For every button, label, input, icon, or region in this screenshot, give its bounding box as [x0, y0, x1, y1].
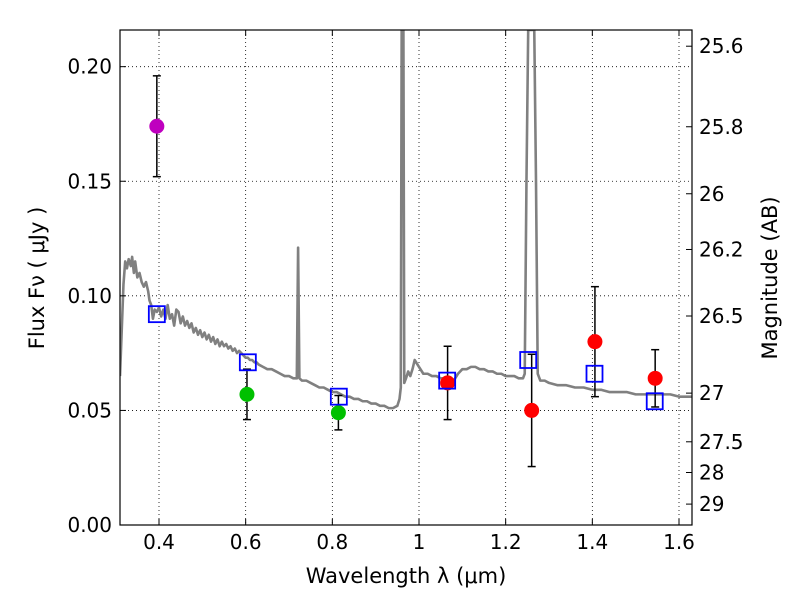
mag-tick-label: 28 — [699, 461, 724, 485]
mag-tick-label: 27 — [699, 381, 724, 405]
axis-ticks — [120, 30, 692, 526]
model-point — [438, 371, 457, 390]
y-tick-label: 0.00 — [67, 513, 112, 537]
plot-frame — [119, 29, 693, 526]
mag-tick-label: 27.5 — [699, 430, 744, 454]
observed-point — [330, 405, 346, 421]
mag-tick-label: 29 — [699, 492, 724, 516]
y-tick-label: 0.05 — [67, 398, 112, 422]
mag-tick-label: 25.8 — [699, 115, 744, 139]
y-tick-label: 0.15 — [67, 169, 112, 193]
model-point — [238, 353, 257, 372]
y-axis-title: Flux Fν ( μJy ) — [25, 207, 49, 350]
mag-tick-label: 25.6 — [699, 34, 744, 58]
spectrum-line — [120, 30, 692, 410]
x-tick-label: 1.6 — [663, 530, 695, 554]
model-point — [329, 387, 348, 406]
x-tick-label: 1.4 — [576, 530, 608, 554]
x-tick-label: 1 — [413, 530, 426, 554]
x-tick-label: 0.8 — [316, 530, 348, 554]
model-spectrum — [120, 30, 692, 410]
observed-point — [239, 386, 255, 402]
mag-tick-label: 26.5 — [699, 304, 744, 328]
model-point — [645, 392, 664, 411]
y-tick-label: 0.10 — [67, 284, 112, 308]
x-tick-label: 1.2 — [490, 530, 522, 554]
y2-axis-title: Magnitude (AB) — [758, 196, 782, 359]
observed-point — [440, 375, 456, 391]
mag-tick-label: 26 — [699, 182, 724, 206]
model-point — [519, 351, 538, 369]
observed-point — [524, 402, 540, 418]
model-point — [585, 364, 604, 383]
mag-tick-label: 26.2 — [699, 237, 744, 261]
model-point — [147, 305, 166, 324]
x-tick-label: 0.4 — [143, 530, 175, 554]
observed-point — [587, 334, 603, 350]
y-tick-label: 0.20 — [67, 55, 112, 79]
observed-point — [149, 118, 165, 134]
tick-labels: 0.4 0.6 0.8 1 1.2 1.4 1.6 0.00 0.05 0.10 0.15 0.20 2… — [67, 34, 743, 554]
x-axis-title: Wavelength λ (μm) — [306, 564, 507, 588]
data-markers — [147, 118, 664, 421]
x-tick-label: 0.6 — [230, 530, 262, 554]
observed-point — [647, 370, 663, 386]
